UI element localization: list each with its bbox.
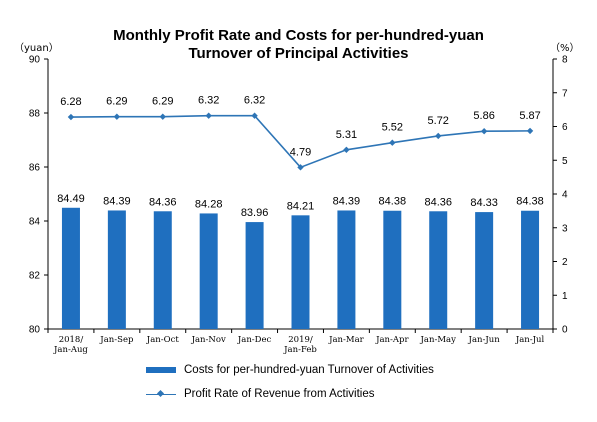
x-axis-category-label: 2018/ (59, 335, 84, 345)
right-axis-tick-label: 2 (562, 257, 568, 268)
bar-value-label: 84.28 (195, 198, 223, 210)
line-marker (526, 127, 534, 135)
line-marker (113, 113, 121, 120)
left-axis-tick-label: 88 (29, 109, 41, 120)
bar-value-label: 84.39 (333, 195, 361, 207)
x-axis-category-label: Jan-Dec (237, 335, 272, 345)
legend-bar-label: Costs for per-hundred-yuan Turnover of A… (184, 364, 434, 376)
bar-value-label: 84.33 (470, 197, 498, 209)
data-labels: 84.49 84.39 84.36 84.28 83.96 84.21 84.39 84.38… (57, 95, 544, 219)
left-axis-tick-label: 80 (29, 325, 41, 336)
right-axis-tick-label: 0 (562, 325, 568, 336)
bar-value-label: 84.38 (379, 196, 407, 208)
legend-bar-swatch (146, 367, 176, 373)
left-axis-tick-label: 90 (29, 55, 41, 66)
x-axis-category-label: Jan-Mar (328, 335, 365, 345)
chart-title-line-1: Monthly Profit Rate and Costs for per-hu… (113, 27, 484, 44)
profit-rate-line (70, 114, 531, 169)
line-marker (343, 146, 350, 153)
x-axis-category-label: Jan-May (420, 335, 457, 345)
line-value-label: 6.32 (244, 95, 265, 107)
bar (199, 213, 218, 329)
right-axis-tick-label: 8 (562, 55, 568, 66)
right-axis-tick-label: 3 (562, 223, 568, 234)
bar-value-label: 84.49 (57, 193, 85, 205)
line-value-label: 5.87 (519, 110, 540, 122)
bar-value-label: 84.36 (149, 196, 177, 208)
axes: 80 82 84 86 88 90 0 1 2 3 4 5 6 7 8 2018/Jan-Aug Jan-Sep… (29, 55, 568, 356)
bar-value-label: 84.39 (103, 195, 131, 207)
legend-line-swatch (146, 390, 176, 399)
x-axis-category-label: Jan-Aug (53, 345, 88, 355)
x-axis-category-label: Jan-Feb (283, 345, 317, 355)
line-marker (435, 132, 442, 140)
x-axis-category-label: Jan-Jul (515, 335, 545, 345)
x-axis-category-label: Jan-Oct (146, 335, 180, 345)
line-value-label: 4.79 (290, 146, 311, 158)
line-marker (67, 113, 75, 121)
line-value-label: 5.31 (336, 129, 357, 141)
line-marker (205, 112, 212, 119)
bar-value-label: 83.96 (241, 207, 269, 219)
bar-value-label: 84.21 (287, 200, 315, 212)
bar (291, 215, 310, 329)
right-axis-tick-label: 1 (562, 291, 568, 302)
line-marker (251, 112, 258, 119)
line-value-label: 6.28 (60, 96, 81, 108)
line-value-label: 6.32 (198, 95, 219, 107)
bar (61, 207, 80, 329)
legend-line-label: Profit Rate of Revenue from Activities (184, 388, 375, 400)
line-marker (159, 113, 166, 120)
left-axis-tick-label: 86 (29, 163, 41, 174)
x-axis-category-label: Jan-Sep (99, 335, 134, 345)
bar (383, 210, 402, 329)
x-axis-category-label: Jan-Jun (468, 335, 501, 345)
bar (245, 222, 264, 329)
chart-title-line-2: Turnover of Principal Activities (188, 45, 409, 62)
legend-item-bars: Costs for per-hundred-yuan Turnover of A… (146, 364, 434, 376)
line-series (67, 112, 534, 171)
right-axis-unit: （%） (550, 43, 580, 54)
bar (475, 212, 494, 329)
bar (153, 211, 172, 329)
line-value-label: 5.72 (428, 115, 449, 127)
line-value-label: 5.52 (382, 122, 403, 134)
line-value-label: 6.29 (106, 96, 127, 108)
line-marker (389, 139, 396, 146)
right-axis-tick-label: 4 (562, 190, 568, 201)
right-axis-tick-label: 6 (562, 122, 568, 133)
x-axis-category-label: Jan-Apr (375, 335, 409, 345)
left-axis-tick-label: 82 (29, 271, 41, 282)
bar (429, 211, 448, 329)
bar (107, 210, 126, 329)
left-axis-tick-label: 84 (29, 217, 41, 228)
bar (521, 210, 540, 329)
bar (337, 210, 356, 329)
bar-value-label: 84.36 (424, 196, 452, 208)
right-axis-tick-label: 7 (562, 88, 568, 99)
line-marker (297, 164, 304, 171)
bar-series (61, 207, 540, 329)
left-axis-unit: （yuan） (14, 43, 59, 54)
x-axis-category-label: Jan-Nov (191, 335, 226, 345)
line-value-label: 6.29 (152, 96, 173, 108)
line-value-label: 5.86 (473, 110, 494, 122)
right-axis-tick-label: 5 (562, 156, 568, 167)
x-axis-category-label: 2019/ (288, 335, 313, 345)
legend-item-line: Profit Rate of Revenue from Activities (146, 388, 374, 400)
line-marker (480, 128, 488, 135)
bar-value-label: 84.38 (516, 196, 544, 208)
